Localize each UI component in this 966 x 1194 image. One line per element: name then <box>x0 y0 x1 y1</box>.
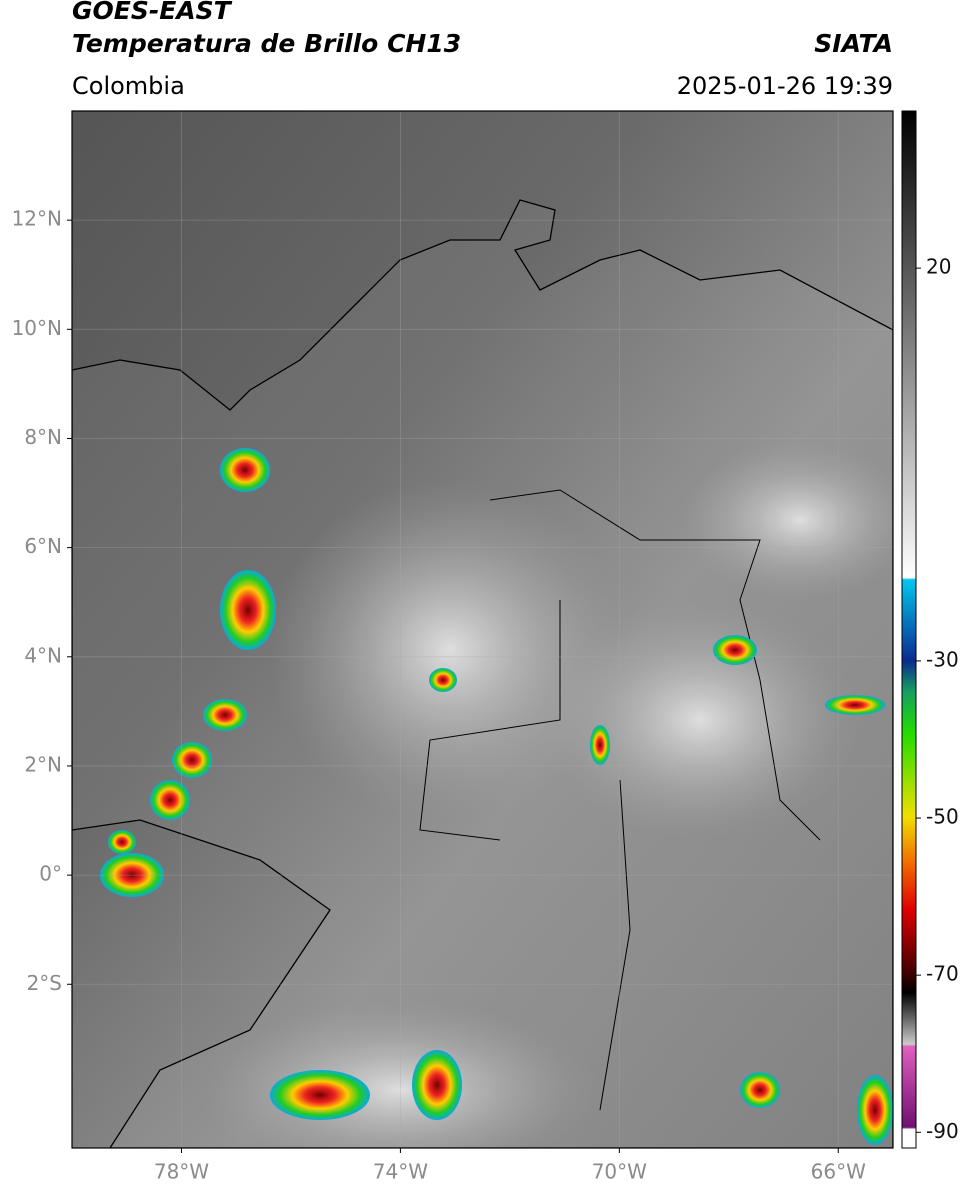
colorbar-tick-label: -90 <box>926 1119 959 1143</box>
satellite-image <box>72 111 893 1148</box>
subtitle: Temperatura de Brillo CH13 <box>72 29 461 58</box>
y-tick-label: 10°N <box>12 316 62 340</box>
y-tick-label: 6°N <box>24 534 62 558</box>
region: Colombia <box>72 72 185 100</box>
x-tick-label: 78°W <box>154 1160 209 1184</box>
y-tick-label: 12°N <box>12 207 62 231</box>
colorbar-tick-label: -50 <box>926 805 959 829</box>
y-tick-label: 2°S <box>27 971 62 995</box>
x-tick-label: 66°W <box>811 1160 866 1184</box>
source: SIATA <box>814 29 893 58</box>
y-tick-label: 4°N <box>24 643 62 667</box>
colorbar <box>901 110 917 1149</box>
colorbar-tick-label: -30 <box>926 647 959 671</box>
colorbar-tick-label: -70 <box>926 962 959 986</box>
y-tick-label: 0° <box>39 862 62 886</box>
colorbar-tick-label: 20 <box>926 255 951 279</box>
title: GOES-EAST <box>72 0 233 25</box>
datetime: 2025-01-26 19:39 <box>677 72 893 100</box>
y-tick-label: 2°N <box>24 752 62 776</box>
x-tick-label: 74°W <box>373 1160 428 1184</box>
x-tick-label: 70°W <box>592 1160 647 1184</box>
y-tick-label: 8°N <box>24 425 62 449</box>
map-frame <box>71 110 894 1149</box>
